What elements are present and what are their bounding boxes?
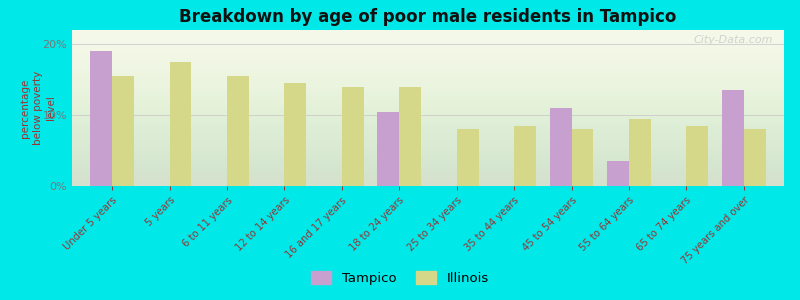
Bar: [378, 112, 399, 186]
Y-axis label: percentage
below poverty
level: percentage below poverty level: [20, 71, 57, 145]
Bar: [629, 118, 650, 186]
Bar: [170, 62, 191, 186]
Bar: [342, 87, 364, 186]
Title: Breakdown by age of poor male residents in Tampico: Breakdown by age of poor male residents …: [179, 8, 677, 26]
Legend: Tampico, Illinois: Tampico, Illinois: [306, 266, 494, 290]
Bar: [457, 129, 478, 186]
Text: City-Data.com: City-Data.com: [694, 35, 774, 45]
Bar: [744, 129, 766, 186]
Bar: [399, 87, 421, 186]
Bar: [722, 90, 744, 186]
Bar: [607, 161, 629, 186]
Bar: [90, 51, 112, 186]
Bar: [686, 126, 708, 186]
Bar: [227, 76, 249, 186]
Bar: [550, 108, 571, 186]
Bar: [285, 83, 306, 186]
Bar: [514, 126, 536, 186]
Bar: [112, 76, 134, 186]
Bar: [571, 129, 594, 186]
